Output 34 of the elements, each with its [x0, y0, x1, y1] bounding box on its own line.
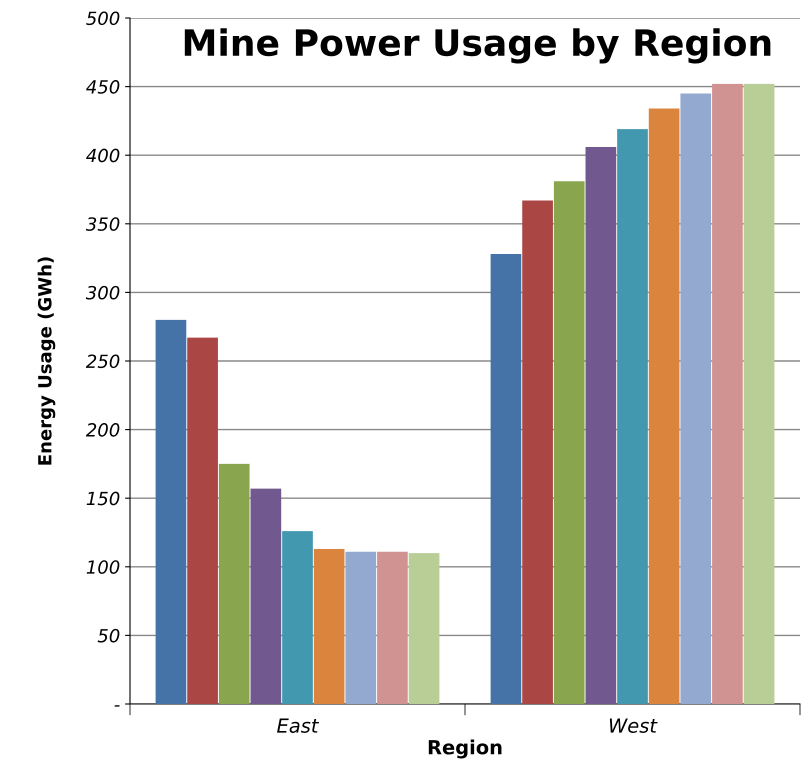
y-tick-label: 450	[86, 80, 120, 94]
bar	[156, 320, 186, 704]
bar	[282, 531, 313, 704]
x-tick-label: West	[610, 718, 658, 733]
bar	[490, 254, 522, 704]
bar	[522, 200, 553, 704]
bar	[648, 108, 680, 704]
bar	[586, 146, 616, 704]
bar	[554, 181, 585, 704]
x-tick-label: East	[277, 718, 320, 733]
bar	[187, 338, 218, 704]
bar	[617, 129, 648, 704]
y-tick-label: 200	[86, 423, 120, 437]
bar	[250, 488, 282, 704]
y-tick-label: 100	[86, 560, 120, 574]
bar	[218, 464, 250, 704]
y-tick-label: 350	[86, 217, 120, 231]
y-tick-label: 400	[86, 148, 120, 162]
y-axis-title: Energy Usage (GWh)	[38, 257, 56, 465]
y-tick-label: 50	[98, 628, 120, 643]
y-tick-label: 150	[86, 492, 120, 506]
bar	[712, 84, 743, 704]
y-tick-label: -	[114, 705, 120, 707]
bar	[680, 93, 712, 704]
bar	[408, 553, 440, 704]
y-tick-label: 300	[86, 286, 120, 300]
bar	[345, 552, 376, 704]
chart-title: Mine Power Usage by Region	[184, 28, 770, 64]
y-tick-label: 500	[86, 11, 120, 26]
y-tick-label: 250	[86, 354, 120, 368]
bar	[377, 552, 408, 704]
bar	[744, 84, 774, 704]
x-axis-title: Region	[428, 739, 502, 758]
bar	[314, 548, 344, 704]
